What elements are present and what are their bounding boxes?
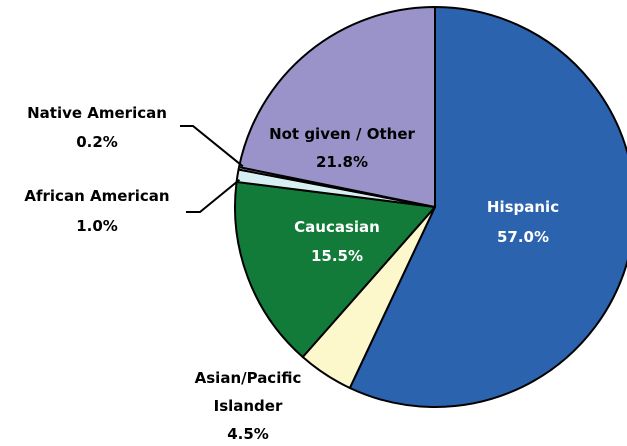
leader-line-african-american [186, 178, 241, 213]
label-not-given-value: 21.8% [316, 153, 368, 171]
label-asian-name-line2: Islander [214, 397, 283, 415]
label-caucasian-value: 15.5% [311, 247, 363, 265]
leader-line-native-american [180, 125, 244, 168]
label-asian-value: 4.5% [227, 425, 269, 443]
label-caucasian-name: Caucasian [294, 218, 380, 236]
pie-slice-hispanic [348, 6, 627, 408]
pie-slice-not-given-other [238, 6, 436, 208]
label-asian-name-line1: Asian/Pacific [195, 369, 302, 387]
pie-slice-caucasian [234, 180, 436, 359]
label-african-american-value: 1.0% [76, 217, 118, 235]
leader-lines [180, 125, 244, 213]
label-not-given-name: Not given / Other [269, 125, 415, 143]
label-native-american-value: 0.2% [76, 133, 118, 151]
label-african-american-name: African American [24, 187, 169, 205]
pie-slices [234, 6, 627, 408]
label-hispanic-name: Hispanic [487, 198, 559, 216]
label-hispanic-value: 57.0% [497, 228, 549, 246]
label-native-american-name: Native American [27, 104, 167, 122]
slice-labels: Hispanic 57.0% Asian/Pacific Islander 4.… [24, 104, 559, 443]
